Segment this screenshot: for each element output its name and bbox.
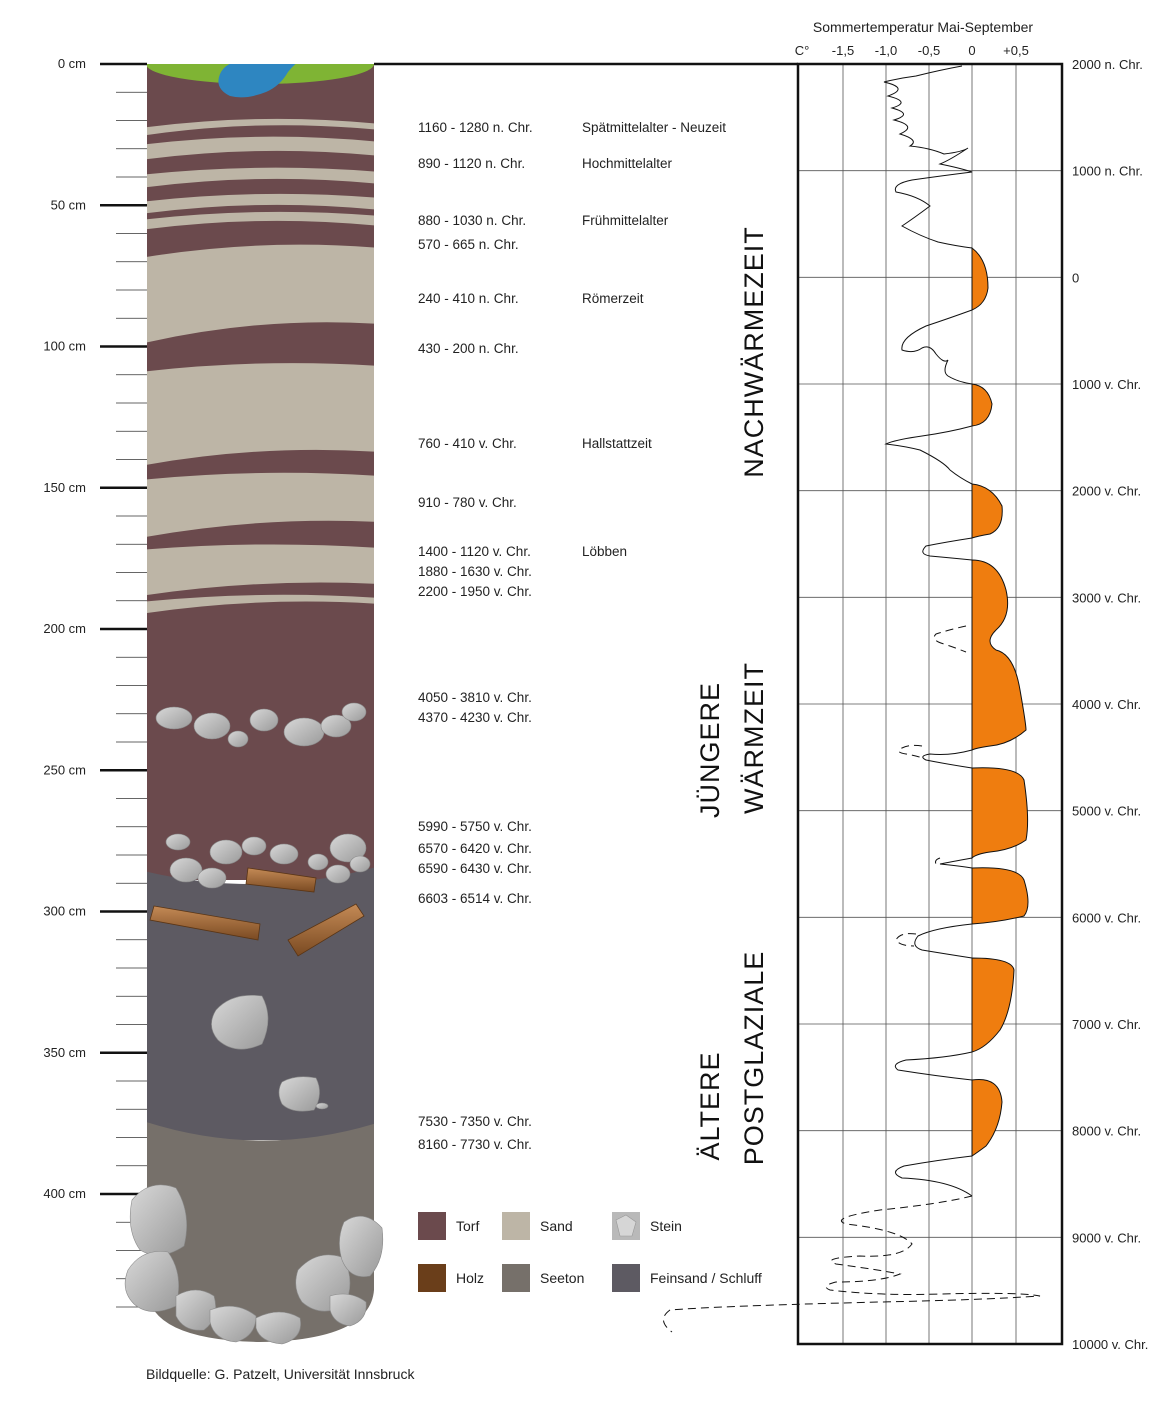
period-labels: NACHWÄRMEZEIT JÜNGERE WÄRMZEIT ÄLTERE PO… — [695, 226, 769, 1165]
temp-grid — [798, 64, 1062, 1344]
period-name: Frühmittelalter — [582, 213, 669, 228]
warm-phases — [971, 246, 1029, 1157]
date-range: 240 - 410 n. Chr. — [418, 291, 519, 306]
date-range: 5990 - 5750 v. Chr. — [418, 819, 532, 834]
legend-label: Torf — [456, 1218, 479, 1234]
date-range: 6603 - 6514 v. Chr. — [418, 891, 532, 906]
period-name: Spätmittelalter - Neuzeit — [582, 120, 726, 135]
temp-y-tick: 1000 n. Chr. — [1072, 164, 1143, 179]
date-range: 1880 - 1630 v. Chr. — [418, 564, 532, 579]
temp-y-ticks: 2000 n. Chr. 1000 n. Chr. 0 1000 v. Chr. 200… — [1072, 57, 1148, 1352]
period-name: Löbben — [582, 544, 627, 559]
source-caption: Bildquelle: G. Patzelt, Universität Inns… — [146, 1366, 415, 1382]
temp-y-tick: 4000 v. Chr. — [1072, 697, 1141, 712]
stone-cluster-lower — [165, 833, 371, 889]
legend-stone-shape — [615, 1214, 637, 1237]
water-pond — [218, 64, 308, 98]
temp-x-tick: -1,5 — [832, 43, 854, 58]
date-range: 4050 - 3810 v. Chr. — [418, 690, 532, 705]
sediment-column — [147, 64, 374, 1342]
temp-x-tick: -1,0 — [875, 43, 897, 58]
period-nachwaermezeit: NACHWÄRMEZEIT — [739, 226, 769, 478]
date-range: 6570 - 6420 v. Chr. — [418, 841, 532, 856]
temp-y-tick: 2000 n. Chr. — [1072, 57, 1143, 72]
period-name: Hallstattzeit — [582, 436, 652, 451]
stones-fine-sand — [211, 995, 329, 1112]
temp-x-tick: 0 — [968, 43, 975, 58]
temp-x-tick: +0,5 — [1003, 43, 1029, 58]
temp-x-ticks: -1,5 -1,0 -0,5 0 +0,5 — [832, 43, 1029, 58]
period-aeltere-line1: ÄLTERE — [695, 1051, 725, 1160]
depth-label: 300 cm — [43, 904, 86, 919]
depth-label: 0 cm — [58, 56, 86, 71]
stone-cluster-upper — [155, 702, 367, 748]
sand-bands — [147, 118, 374, 614]
period-aeltere-line2: POSTGLAZIALE — [739, 951, 769, 1166]
date-range: 1160 - 1280 n. Chr. — [418, 120, 533, 135]
depth-axis: 0 cm 50 cm 100 cm 150 cm 200 cm 250 cm 300 cm 3… — [43, 56, 147, 1308]
legend-label: Feinsand / Schluff — [650, 1270, 762, 1286]
depth-label: 150 cm — [43, 480, 86, 495]
temp-y-tick: 8000 v. Chr. — [1072, 1124, 1141, 1139]
bedrock-boulders — [124, 1184, 384, 1345]
depth-minor-ticks — [116, 91, 147, 1308]
temp-y-tick: 1000 v. Chr. — [1072, 377, 1141, 392]
legend-swatch — [418, 1264, 446, 1292]
period-name: Hochmittelalter — [582, 156, 673, 171]
period-juengere-line1: JÜNGERE — [695, 682, 725, 818]
depth-label: 400 cm — [43, 1186, 86, 1201]
date-range: 4370 - 4230 v. Chr. — [418, 710, 532, 725]
date-range: 8160 - 7730 v. Chr. — [418, 1137, 532, 1152]
temp-unit-label: C° — [795, 43, 810, 58]
legend-label: Seeton — [540, 1270, 584, 1286]
legend-swatch — [502, 1264, 530, 1292]
depth-label: 50 cm — [51, 197, 86, 212]
temp-chart-title: Sommertemperatur Mai-September — [813, 19, 1034, 35]
temp-y-tick: 5000 v. Chr. — [1072, 804, 1141, 819]
temp-y-tick: 0 — [1072, 270, 1079, 285]
date-range: 890 - 1120 n. Chr. — [418, 156, 525, 171]
wood-pieces — [149, 867, 365, 957]
date-range: 910 - 780 v. Chr. — [418, 495, 517, 510]
temperature-chart: Sommertemperatur Mai-September C° -1,5 -1… — [374, 19, 1148, 1352]
depth-label: 100 cm — [43, 339, 86, 354]
legend: Torf Sand Stein Holz Seeton Feinsand / Schluf… — [418, 1212, 762, 1292]
legend-swatch — [612, 1264, 640, 1292]
depth-label: 200 cm — [43, 621, 86, 636]
date-range: 2200 - 1950 v. Chr. — [418, 584, 532, 599]
date-range: 430 - 200 n. Chr. — [418, 341, 519, 356]
temp-y-tick: 10000 v. Chr. — [1072, 1337, 1148, 1352]
temp-x-tick: -0,5 — [918, 43, 940, 58]
period-juengere-line2: WÄRMZEIT — [739, 662, 769, 814]
depth-label: 250 cm — [43, 762, 86, 777]
legend-label: Holz — [456, 1270, 484, 1286]
date-range: 880 - 1030 n. Chr. — [418, 213, 526, 228]
temp-y-tick: 7000 v. Chr. — [1072, 1017, 1141, 1032]
temp-chart-frame — [796, 62, 1064, 1346]
date-range: 570 - 665 n. Chr. — [418, 237, 519, 252]
date-range: 7530 - 7350 v. Chr. — [418, 1114, 532, 1129]
depth-label: 350 cm — [43, 1045, 86, 1060]
temperature-curve-uncertain — [663, 625, 1041, 1333]
depth-major-ticks: 0 cm 50 cm 100 cm 150 cm 200 cm 250 cm 300 cm 3… — [43, 56, 147, 1201]
legend-swatch — [418, 1212, 446, 1240]
date-range: 6590 - 6430 v. Chr. — [418, 861, 532, 876]
legend-label: Sand — [540, 1218, 573, 1234]
temp-y-tick: 6000 v. Chr. — [1072, 910, 1141, 925]
temp-y-tick: 2000 v. Chr. — [1072, 484, 1141, 499]
legend-swatch — [502, 1212, 530, 1240]
dating-labels: 1160 - 1280 n. Chr. Spätmittelalter - Neu… — [418, 120, 726, 1152]
grass-surface — [147, 64, 374, 84]
date-range: 1400 - 1120 v. Chr. — [418, 544, 531, 559]
temperature-curve — [883, 65, 973, 1197]
date-range: 760 - 410 v. Chr. — [418, 436, 517, 451]
legend-label: Stein — [650, 1218, 682, 1234]
temp-y-tick: 9000 v. Chr. — [1072, 1230, 1141, 1245]
period-name: Römerzeit — [582, 291, 644, 306]
temp-y-tick: 3000 v. Chr. — [1072, 590, 1141, 605]
